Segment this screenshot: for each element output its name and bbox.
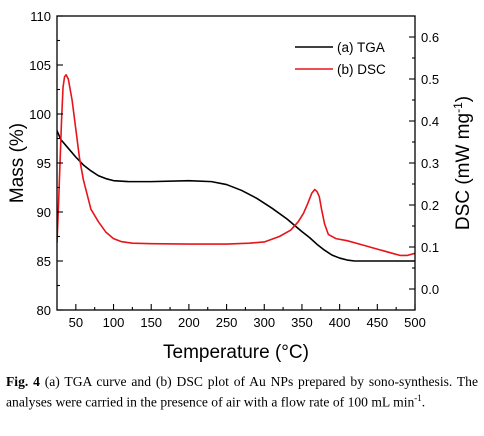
figure-chart: 50 100 150 200 250 300 350 400 450 500 80 85 90 95 100…: [7, 9, 474, 363]
y-left-tick-label: 80: [37, 303, 51, 318]
caption-label: Fig. 4: [6, 374, 40, 389]
series-line-dsc: [57, 74, 415, 257]
figure-caption: Fig. 4 (a) TGA curve and (b) DSC plot of…: [6, 373, 478, 411]
plot-frame: [56, 15, 416, 311]
series-line-tga: [57, 130, 415, 262]
tick-labels-layer: 50 100 150 200 250 300 350 400 450 500 80 85 90 95 100…: [29, 9, 439, 330]
x-tick-label: 500: [404, 315, 426, 330]
x-tick-label: 150: [140, 315, 162, 330]
y-right-axis-title: DSC (mW mg-1): [451, 96, 474, 230]
x-tick-label: 100: [103, 315, 125, 330]
y-left-axis-title: Mass (%): [7, 123, 28, 203]
caption-end: .: [421, 394, 426, 410]
y-left-tick-label: 110: [30, 9, 51, 24]
caption-superscript: -1: [414, 393, 422, 403]
legend: (a) TGA (b) DSC: [295, 40, 386, 77]
legend-label-tga: (a) TGA: [337, 40, 385, 55]
x-tick-label: 250: [216, 315, 238, 330]
x-tick-label: 400: [329, 315, 351, 330]
caption-text: (a) TGA curve and (b) DSC plot of Au NPs…: [6, 374, 478, 410]
y-right-tick-label: 0.3: [421, 156, 439, 171]
y-left-tick-label: 100: [29, 107, 51, 122]
series-layer: [57, 74, 415, 262]
x-tick-label: 450: [366, 315, 388, 330]
ticks-layer: [57, 15, 416, 311]
y-right-tick-label: 0.6: [421, 30, 439, 45]
x-tick-label: 350: [291, 315, 313, 330]
x-axis-title: Temperature (°C): [163, 342, 309, 363]
y-right-tick-label: 0.0: [421, 282, 439, 297]
y-right-tick-label: 0.5: [421, 72, 439, 87]
x-tick-label: 300: [253, 315, 275, 330]
x-tick-label: 50: [69, 315, 83, 330]
y-left-tick-label: 85: [37, 254, 51, 269]
x-tick-label: 200: [178, 315, 200, 330]
y-right-tick-label: 0.4: [421, 114, 439, 129]
y-left-tick-label: 90: [37, 205, 51, 220]
y-right-tick-label: 0.2: [421, 198, 439, 213]
legend-label-dsc: (b) DSC: [337, 62, 386, 77]
y-right-tick-label: 0.1: [421, 240, 439, 255]
y-left-tick-label: 95: [37, 156, 51, 171]
y-left-tick-label: 105: [29, 58, 51, 73]
